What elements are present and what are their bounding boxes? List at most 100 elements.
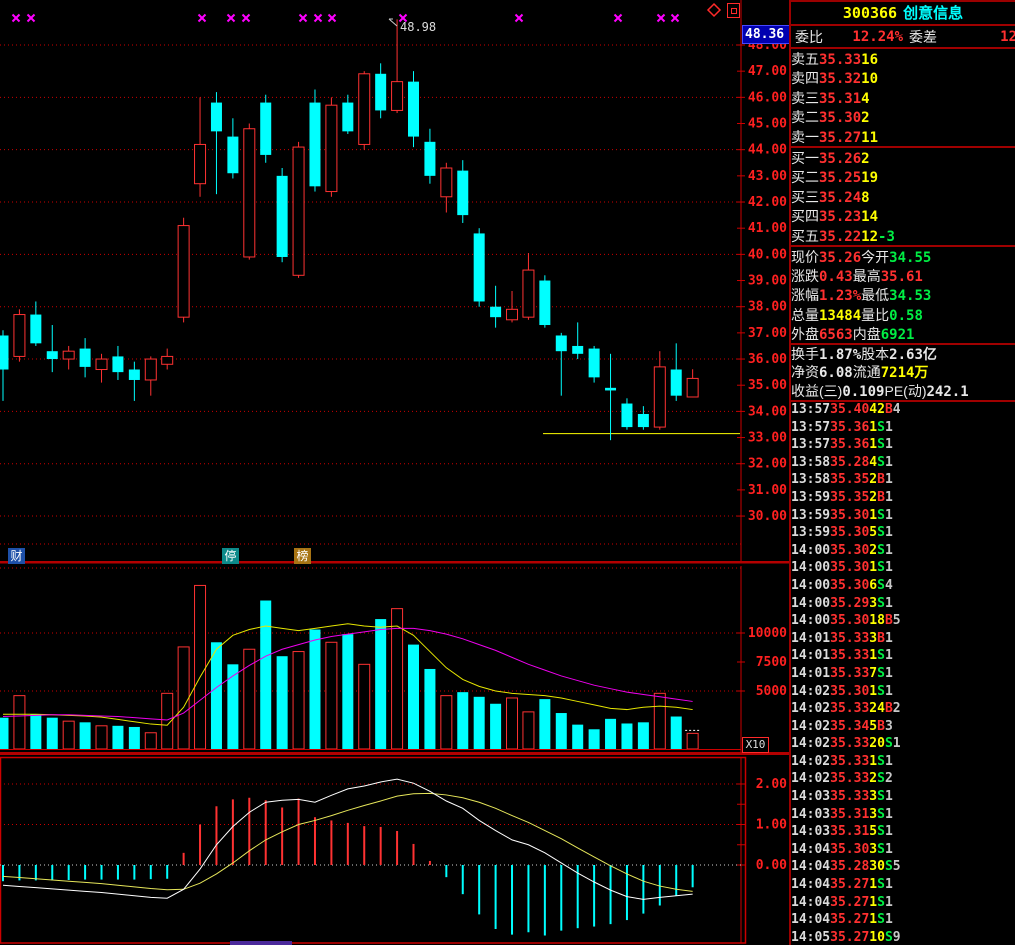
separator [791, 47, 1015, 49]
tick-direction: S [877, 771, 885, 787]
tick-price: 35.33 [830, 753, 870, 769]
price-axis-label: 34.00 [748, 404, 787, 419]
tick-row: 14:0335.315S1 [791, 824, 1015, 842]
price-axis-label: 38.00 [748, 300, 787, 315]
bid-row[interactable]: 买二35.2519 [791, 167, 1015, 186]
signal-marker-icon [241, 13, 251, 23]
tick-count: 1 [884, 877, 893, 893]
tick-count: 1 [884, 437, 893, 453]
tick-time: 13:59 [791, 507, 831, 523]
tick-volume: 30 [869, 859, 885, 875]
chart-tag-cai[interactable]: 财 [8, 548, 25, 564]
quote-info-row: 涨跌0.43最高35.61 [791, 266, 1015, 285]
tick-price: 35.28 [830, 859, 870, 875]
tick-time: 13:58 [791, 472, 831, 488]
tick-row: 14:0535.2710S9 [791, 930, 1015, 945]
price-axis-label: 46.00 [748, 90, 787, 105]
info-label: 量比 [861, 306, 890, 323]
info-value: 7214万 [880, 365, 929, 382]
info-value: 6.08 [819, 365, 853, 382]
bid-row[interactable]: 买五35.2212-3 [791, 226, 1015, 245]
diamond-icon[interactable] [706, 2, 722, 18]
tick-count: 1 [884, 454, 893, 470]
tick-count: 1 [884, 648, 893, 664]
commission-ratio-row: 委比 12.24% 委差 12 [791, 27, 1015, 47]
stock-title: 300366 创意信息 [791, 3, 1015, 24]
chart-tag-bang[interactable]: 榜 [294, 548, 311, 564]
tick-direction: S [877, 753, 885, 769]
restore-window-icon[interactable] [726, 2, 741, 18]
tick-time: 14:00 [791, 595, 831, 611]
tick-time: 13:59 [791, 489, 831, 505]
price-axis-label: 37.00 [748, 326, 787, 341]
volume-bars-group [0, 584, 699, 750]
tick-count: 1 [884, 630, 893, 646]
info-label: 涨幅 [791, 287, 819, 304]
volume-axis-label: 7500 [756, 655, 787, 670]
info-value: 1.87% [819, 347, 862, 363]
level-price: 35.27 [819, 129, 862, 146]
level-price: 35.24 [819, 189, 862, 206]
tick-direction: B [884, 701, 893, 717]
tick-row: 14:0235.332S2 [791, 771, 1015, 789]
tick-trade-list[interactable]: 13:5735.4042B4 13:5735.361S1 13:5735.361S1… [791, 402, 1015, 945]
tick-time: 13:58 [791, 454, 831, 470]
weicha-label: 委差 [909, 29, 937, 45]
kline-volume-macd-chart[interactable]: 48.0047.0046.0045.0044.0043.0042.0041.00… [0, 0, 790, 945]
tick-volume: 42 [869, 402, 885, 417]
bid-row[interactable]: 买三35.248 [791, 187, 1015, 206]
ask-levels: 卖五35.3316 卖四35.3210 卖三35.314 卖二35.302 卖一35.2… [791, 49, 1015, 146]
level-volume: 19 [861, 170, 879, 187]
ask-row[interactable]: 卖二35.302 [791, 107, 1015, 126]
level-volume: 12 [861, 228, 879, 245]
tick-row: 14:0135.337S1 [791, 666, 1015, 684]
info-value: 35.26 [819, 250, 862, 266]
level-volume: 10 [861, 71, 879, 88]
bid-row[interactable]: 买一35.262 [791, 148, 1015, 167]
tick-volume: 1 [869, 877, 878, 893]
macd-frame [0, 756, 747, 944]
tick-direction: S [877, 542, 885, 558]
tick-volume: 1 [869, 912, 878, 928]
tick-time: 14:04 [791, 912, 831, 928]
tick-price: 35.33 [830, 648, 870, 664]
ask-row[interactable]: 卖三35.314 [791, 88, 1015, 107]
ask-row[interactable]: 卖五35.3316 [791, 49, 1015, 68]
tick-count: 1 [884, 824, 893, 840]
level-label: 卖四 [791, 70, 819, 87]
tick-time: 14:02 [791, 771, 831, 787]
tick-time: 14:02 [791, 701, 831, 717]
tick-direction: S [877, 437, 885, 453]
level-price: 35.30 [819, 110, 862, 127]
info-label: 股本 [861, 346, 890, 362]
tick-price: 35.33 [830, 771, 870, 787]
tick-time: 14:02 [791, 753, 831, 769]
tick-time: 14:03 [791, 824, 831, 840]
chart-tag-ting[interactable]: 停 [222, 548, 239, 564]
tick-price: 35.33 [830, 665, 870, 681]
tick-row: 13:5835.284S1 [791, 455, 1015, 473]
tick-direction: B [877, 630, 885, 646]
tick-volume: 3 [869, 630, 878, 646]
macd-axis-label: 0.00 [756, 858, 787, 873]
tick-price: 35.33 [830, 789, 870, 805]
tick-row: 14:0235.301S1 [791, 684, 1015, 702]
tick-count: 1 [884, 753, 893, 769]
tick-direction: B [877, 472, 885, 488]
tick-volume: 1 [869, 507, 878, 523]
separator [791, 245, 1015, 247]
tick-direction: S [877, 841, 885, 857]
ask-row[interactable]: 卖一35.2711 [791, 127, 1015, 146]
info-value: 0.58 [889, 307, 923, 324]
tick-time: 14:05 [791, 929, 831, 945]
info-label: 流通 [852, 364, 881, 381]
weicha-value: 12 [1000, 29, 1015, 45]
tick-time: 14:02 [791, 736, 831, 752]
tick-direction: S [877, 877, 885, 893]
bid-row[interactable]: 买四35.2314 [791, 206, 1015, 225]
ask-row[interactable]: 卖四35.3210 [791, 68, 1015, 87]
tick-count: 9 [892, 929, 901, 945]
tick-time: 14:02 [791, 683, 831, 699]
tick-price: 35.30 [830, 560, 870, 576]
level-price: 35.31 [819, 90, 862, 107]
